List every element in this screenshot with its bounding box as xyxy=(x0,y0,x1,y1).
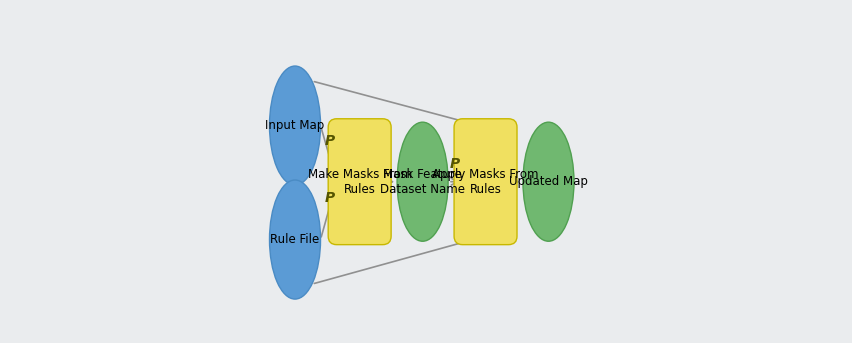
Text: P: P xyxy=(325,191,335,205)
Text: Rule File: Rule File xyxy=(270,233,320,246)
Ellipse shape xyxy=(269,66,320,185)
Text: P: P xyxy=(325,134,335,148)
Text: Make Masks From
Rules: Make Masks From Rules xyxy=(308,168,412,196)
Ellipse shape xyxy=(397,122,448,241)
Text: P: P xyxy=(450,157,460,171)
Text: Apply Masks From
Rules: Apply Masks From Rules xyxy=(432,168,538,196)
Text: Updated Map: Updated Map xyxy=(509,175,588,188)
Text: Mask Feature
Dataset Name: Mask Feature Dataset Name xyxy=(380,168,465,196)
FancyBboxPatch shape xyxy=(454,119,517,245)
Ellipse shape xyxy=(523,122,574,241)
Text: Input Map: Input Map xyxy=(265,119,325,132)
Ellipse shape xyxy=(269,180,320,299)
FancyBboxPatch shape xyxy=(328,119,391,245)
